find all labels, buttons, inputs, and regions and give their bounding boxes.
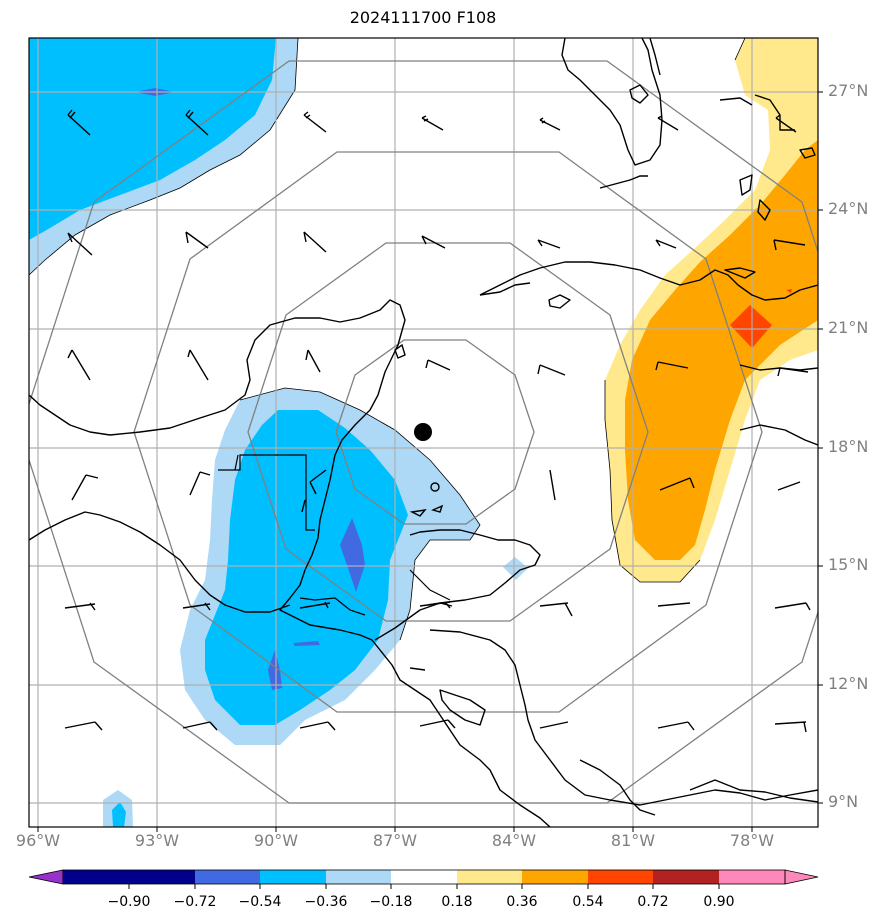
- colorbar-tick-label: 0.36: [506, 894, 538, 910]
- lat-label-21n: 21°N: [828, 318, 869, 337]
- field-contours: [29, 38, 746, 641]
- wind-barbs: [64, 109, 811, 733]
- colorbar-tick-label: −0.54: [238, 894, 282, 910]
- colorbar-extend-low: [28, 869, 64, 885]
- colorbar-seg: [260, 870, 326, 884]
- lon-label-96w: 96°W: [15, 831, 61, 850]
- colorbar-seg: [63, 870, 129, 884]
- colorbar-tick-label: 0.72: [637, 894, 669, 910]
- field-eastern-positive: [605, 38, 818, 582]
- map-frame: [28, 37, 819, 828]
- colorbar-tick-label: 0.54: [572, 894, 604, 910]
- colorbar-extend-high: [784, 869, 819, 885]
- field-northwest-negative: [29, 38, 298, 275]
- colorbar-seg: [719, 870, 785, 884]
- lat-label-9n: 9°N: [828, 792, 859, 811]
- colorbar: [28, 869, 819, 889]
- lon-label-93w: 93°W: [134, 831, 180, 850]
- colorbar-tick-label: −0.72: [173, 894, 217, 910]
- lon-label-90w: 90°W: [253, 831, 299, 850]
- colorbar-seg: [588, 870, 653, 884]
- lat-label-15n: 15°N: [828, 555, 869, 574]
- lat-label-12n: 12°N: [828, 674, 869, 693]
- colorbar-tick-label: 0.18: [441, 894, 473, 910]
- storm-center-marker: [414, 423, 432, 441]
- lon-label-87w: 87°W: [372, 831, 418, 850]
- colorbar-tick-label: −0.36: [304, 894, 348, 910]
- lon-label-78w: 78°W: [729, 831, 775, 850]
- colorbar-seg: [195, 870, 260, 884]
- colorbar-tick-label: 0.90: [703, 894, 735, 910]
- colorbar-seg: [653, 870, 719, 884]
- colorbar-seg: [129, 870, 195, 884]
- borders: [218, 454, 451, 616]
- graticule: [29, 38, 818, 827]
- lat-label-18n: 18°N: [828, 437, 869, 456]
- lon-label-81w: 81°W: [610, 831, 656, 850]
- colorbar-seg: [326, 870, 391, 884]
- colorbar-seg: [391, 870, 457, 884]
- colorbar-tick-label: −0.90: [107, 894, 151, 910]
- map-title: 2024111700 F108: [349, 8, 497, 27]
- colorbar-tick-label: −0.18: [369, 894, 413, 910]
- lat-label-27n: 27°N: [828, 81, 869, 100]
- map-plot-area: [29, 38, 818, 827]
- field-southwest-small: [103, 790, 133, 827]
- lon-label-84w: 84°W: [491, 831, 537, 850]
- axis-ticks: [37, 91, 823, 832]
- lat-label-24n: 24°N: [828, 199, 869, 218]
- colorbar-seg: [457, 870, 522, 884]
- coastlines: [29, 38, 818, 827]
- colorbar-seg: [522, 870, 588, 884]
